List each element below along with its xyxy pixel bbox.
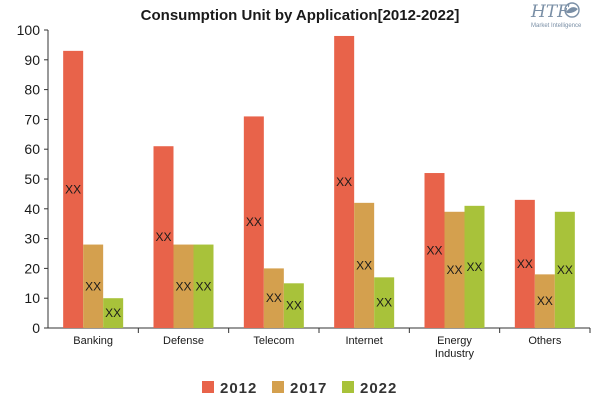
bar-data-label: XX [446, 263, 462, 277]
bar-data-label: XX [517, 257, 533, 271]
y-tick-label: 10 [24, 290, 40, 306]
category-label: Defense [163, 335, 204, 347]
bar-2022 [193, 244, 214, 328]
bar-data-label: XX [376, 296, 392, 310]
y-tick-label: 100 [17, 22, 41, 38]
bar-data-label: XX [336, 175, 352, 189]
y-tick-label: 80 [24, 82, 40, 98]
bar-2022 [554, 211, 575, 328]
axes: 0 10 20 30 40 50 60 70 80 90 100 [17, 22, 591, 336]
y-tick-label: 20 [24, 260, 40, 276]
category-label: Others [528, 335, 562, 347]
bar-2012 [334, 35, 355, 329]
bars [63, 35, 575, 329]
legend-swatch-2017 [272, 381, 284, 393]
bar-data-label: XX [85, 279, 101, 293]
bar-data-label: XX [65, 182, 81, 196]
y-tick-label: 30 [24, 231, 40, 247]
bar-2017 [534, 274, 555, 328]
bar-2017 [83, 244, 104, 328]
logo-subtext: Market Intelligence [531, 23, 582, 29]
bar-data-label: XX [175, 279, 191, 293]
bar-2012 [153, 146, 174, 328]
y-tick-label: 40 [24, 201, 40, 217]
category-labels: Banking Defense Telecom Internet Energy Indus… [73, 335, 562, 360]
category-label: Telecom [253, 335, 294, 347]
bar-2017 [354, 202, 375, 328]
bar-data-label: XX [155, 230, 171, 244]
legend-label: 2012 [220, 380, 257, 397]
bar-2022 [464, 205, 485, 328]
legend-label: 2017 [290, 380, 327, 397]
legend-swatch-2022 [342, 381, 354, 393]
bar-data-label: XX [557, 263, 573, 277]
y-tick-label: 90 [24, 52, 40, 68]
y-tick-label: 0 [32, 320, 40, 336]
globe-swirl-icon [566, 7, 578, 14]
bar-data-label: XX [286, 299, 302, 313]
y-tick-label: 60 [24, 141, 40, 157]
legend: 2012 2017 2022 [202, 380, 397, 397]
category-label: Banking [73, 335, 113, 347]
category-label: Internet [346, 335, 383, 347]
logo-text: HTF [530, 2, 570, 22]
bar-data-label: XX [266, 291, 282, 305]
globe-icon [564, 2, 580, 18]
bar-2017 [444, 211, 465, 328]
bar-2017 [263, 268, 284, 328]
legend-swatch-2012 [202, 381, 214, 393]
bar-2012 [243, 116, 264, 328]
bar-data-label: XX [537, 294, 553, 308]
bar-2017 [173, 244, 194, 328]
legend-label: 2022 [360, 380, 397, 397]
bar-2022 [283, 283, 304, 328]
bar-data-label: XX [466, 260, 482, 274]
bar-data-label: XX [195, 279, 211, 293]
brand-logo: HTF Market Intelligence [530, 2, 582, 29]
bar-2012 [514, 199, 535, 328]
bar-data-label: XX [246, 215, 262, 229]
bar-2012 [424, 173, 445, 328]
bar-2022 [374, 277, 395, 328]
bar-data-label: XX [356, 258, 372, 272]
bar-2012 [63, 50, 84, 329]
y-tick-label: 50 [24, 171, 40, 187]
bar-data-label: XX [105, 306, 121, 320]
chart-title: Consumption Unit by Application[2012-202… [141, 7, 460, 24]
data-labels: XX XX XX XX XX XX XX XX XX XX XX XX XX XX XX XX XX XX [65, 175, 573, 320]
y-tick-label: 70 [24, 111, 40, 127]
category-label: Energy Industry [435, 335, 475, 360]
bar-data-label: XX [426, 244, 442, 258]
bar-2022 [103, 298, 124, 328]
